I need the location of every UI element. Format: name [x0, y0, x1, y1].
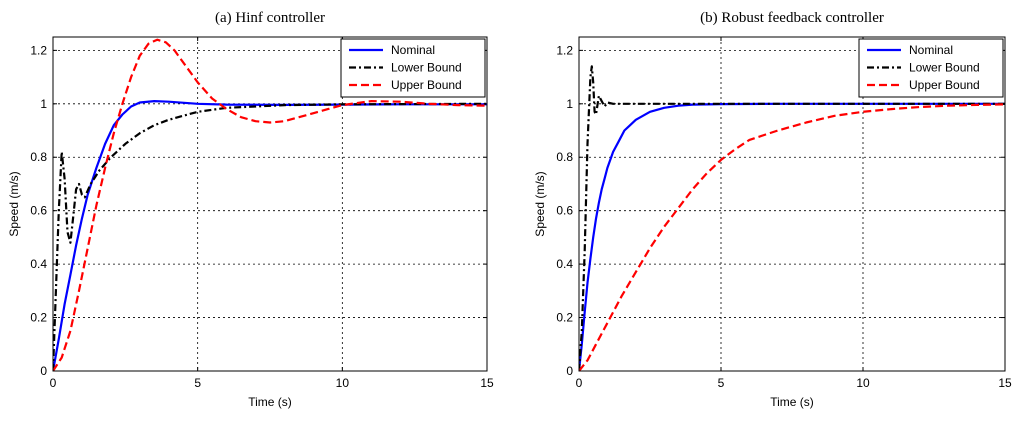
legend-label: Nominal [391, 43, 435, 57]
legend-label: Nominal [909, 43, 953, 57]
plot-border [578, 36, 1006, 372]
legend: Nominal Lower Bound Upper Bound [858, 38, 1004, 98]
x-tick-label: 10 [856, 376, 870, 390]
y-tick-label: 1.2 [30, 43, 47, 57]
y-axis-label: Speed (m/s) [533, 171, 547, 236]
y-axis-label: Speed (m/s) [7, 171, 21, 236]
plot-border [52, 36, 488, 372]
chart-title: (b) Robust feedback controller [700, 10, 884, 26]
chart-title: (a) Hinf controller [215, 10, 325, 26]
x-tick-label: 10 [336, 376, 350, 390]
x-tick-label: 0 [576, 376, 583, 390]
legend-label: Lower Bound [909, 61, 980, 75]
x-tick-label: 5 [718, 376, 725, 390]
y-tick-label: 0.2 [556, 311, 573, 325]
chart-panel-a: (a) Hinf controller Time (s) Speed (m/s)… [7, 10, 494, 409]
y-tick-label: 0.6 [556, 204, 573, 218]
y-tick-label: 0 [566, 364, 573, 378]
legend-label: Upper Bound [391, 78, 462, 92]
x-tick-label: 5 [194, 376, 201, 390]
y-tick-label: 0.4 [556, 257, 573, 271]
y-tick-label: 0.4 [30, 257, 47, 271]
y-tick-label: 0.8 [556, 150, 573, 164]
x-tick-label: 0 [50, 376, 57, 390]
legend: Nominal Lower Bound Upper Bound [340, 38, 486, 98]
y-tick-label: 0.8 [30, 150, 47, 164]
series-line-upper-bound [579, 103, 1005, 371]
legend-label: Lower Bound [391, 61, 462, 75]
x-tick-label: 15 [480, 376, 494, 390]
series-line-upper-bound [53, 38, 487, 371]
series-line-nominal [53, 100, 487, 371]
y-tick-label: 1.2 [556, 43, 573, 57]
y-tick-label: 0 [40, 364, 47, 378]
x-axis-label: Time (s) [248, 395, 292, 409]
chart-panel-b: (b) Robust feedback controller Time (s) … [533, 10, 1012, 409]
legend-label: Upper Bound [909, 78, 980, 92]
y-tick-label: 0.6 [30, 204, 47, 218]
x-axis-label: Time (s) [770, 395, 814, 409]
y-tick-label: 1 [566, 97, 573, 111]
y-tick-label: 1 [40, 97, 47, 111]
series-line-lower-bound [579, 65, 1005, 371]
series-line-lower-bound [53, 102, 487, 371]
y-tick-label: 0.2 [30, 311, 47, 325]
series-line-nominal [579, 102, 1005, 371]
x-tick-label: 15 [998, 376, 1012, 390]
